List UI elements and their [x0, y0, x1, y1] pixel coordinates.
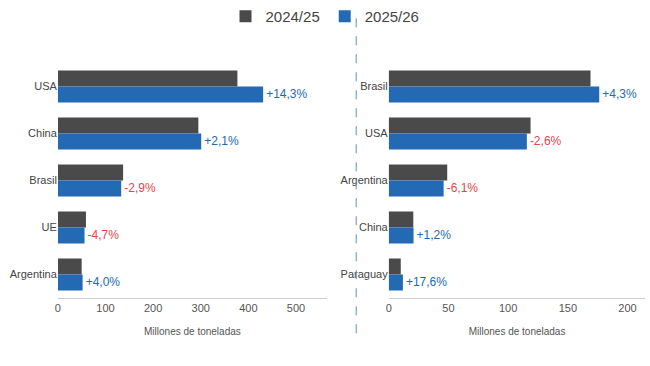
svg-text:Argentina: Argentina — [341, 174, 389, 186]
svg-text:+4,0%: +4,0% — [86, 275, 121, 289]
svg-text:100: 100 — [96, 302, 114, 314]
svg-text:Paraguay: Paraguay — [341, 268, 389, 280]
svg-text:200: 200 — [618, 302, 636, 314]
svg-text:+17,6%: +17,6% — [406, 275, 447, 289]
svg-text:+1,2%: +1,2% — [417, 228, 452, 242]
svg-text:China: China — [28, 127, 58, 139]
svg-text:50: 50 — [442, 302, 454, 314]
svg-text:200: 200 — [144, 302, 162, 314]
svg-text:2025/26: 2025/26 — [365, 8, 419, 25]
svg-text:-2,9%: -2,9% — [124, 181, 156, 195]
svg-text:USA: USA — [34, 80, 57, 92]
svg-text:UE: UE — [42, 221, 57, 233]
svg-text:Millones de toneladas: Millones de toneladas — [144, 326, 241, 337]
svg-text:+2,1%: +2,1% — [204, 134, 239, 148]
svg-text:-4,7%: -4,7% — [88, 228, 120, 242]
svg-text:0: 0 — [55, 302, 61, 314]
svg-text:300: 300 — [192, 302, 210, 314]
svg-text:150: 150 — [559, 302, 577, 314]
svg-text:USA: USA — [365, 127, 388, 139]
svg-text:Brasil: Brasil — [360, 80, 388, 92]
svg-text:Brasil: Brasil — [29, 174, 57, 186]
svg-text:500: 500 — [287, 302, 305, 314]
svg-text:400: 400 — [239, 302, 257, 314]
svg-text:2024/25: 2024/25 — [266, 8, 320, 25]
svg-text:100: 100 — [499, 302, 517, 314]
svg-text:China: China — [359, 221, 389, 233]
svg-text:0: 0 — [386, 302, 392, 314]
svg-text:-2,6%: -2,6% — [530, 134, 562, 148]
svg-text:+4,3%: +4,3% — [602, 87, 637, 101]
svg-text:Millones de toneladas: Millones de toneladas — [469, 326, 566, 337]
svg-text:+14,3%: +14,3% — [266, 87, 307, 101]
svg-text:Argentina: Argentina — [10, 268, 58, 280]
svg-text:-6,1%: -6,1% — [447, 181, 479, 195]
